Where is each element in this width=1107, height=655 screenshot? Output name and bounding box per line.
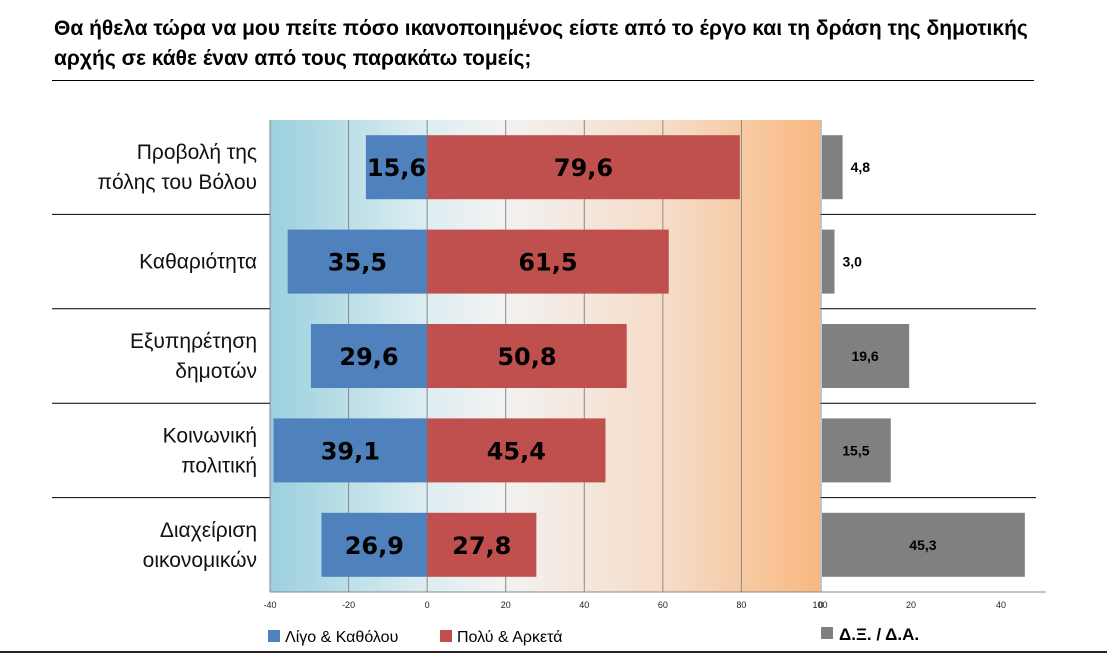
category-label: πολιτική [181, 454, 257, 477]
bar-poly-arketa [427, 418, 606, 483]
x-tick-label: 20 [501, 600, 511, 610]
bar-poly-arketa [427, 229, 669, 294]
bar-ligo-katholou [310, 324, 428, 388]
x-tick-label: 60 [658, 600, 668, 610]
x-tick-label: -20 [342, 600, 355, 610]
bar-poly-arketa [427, 512, 537, 577]
data-label-poly-arketa: 79,6 [554, 154, 613, 182]
bottom-divider [0, 651, 1107, 653]
bar-ligo-katholou [321, 512, 428, 577]
bar-ligo-katholou [287, 229, 428, 294]
category-label: Διαχείριση [160, 519, 257, 542]
data-label-ligo-katholou: 39,1 [321, 437, 380, 465]
right-x-tick-label: 0 [818, 600, 823, 610]
x-tick-label: 40 [579, 600, 589, 610]
bar-dk-na [822, 135, 843, 200]
category-label: Προβολή της [137, 141, 257, 164]
data-label-dk-na: 3,0 [843, 254, 863, 270]
data-label-ligo-katholou: 29,6 [339, 343, 398, 371]
bar-ligo-katholou [273, 418, 428, 483]
category-label: δημοτών [175, 360, 257, 383]
data-label-poly-arketa: 27,8 [452, 532, 511, 560]
data-label-ligo-katholou: 26,9 [345, 532, 404, 560]
category-label: Καθαριότητα [139, 251, 257, 274]
x-tick-label: 80 [736, 600, 746, 610]
data-label-dk-na: 45,3 [909, 537, 936, 553]
data-label-ligo-katholou: 15,6 [367, 154, 426, 182]
bar-dk-na [822, 418, 891, 483]
category-label: Εξυπηρέτηση [130, 330, 257, 353]
bar-dk-na [822, 229, 835, 294]
x-tick-label: -40 [263, 600, 276, 610]
category-label: πόλης του Βόλου [97, 171, 257, 194]
data-label-poly-arketa: 50,8 [497, 343, 556, 371]
right-x-tick-label: 20 [906, 600, 916, 610]
legend-label-dk-na: Δ.Ξ. / Δ.Α. [839, 625, 919, 644]
legend-swatch-ligo-katholou [268, 630, 280, 642]
data-label-dk-na: 4,8 [851, 159, 871, 175]
chart-title: Θα ήθελα τώρα να μου πείτε πόσο ικανοποι… [54, 17, 1028, 70]
x-tick-label: 100 [812, 600, 827, 610]
bar-poly-arketa [427, 324, 627, 388]
category-label: οικονομικών [143, 549, 257, 572]
data-label-poly-arketa: 45,4 [487, 437, 546, 465]
bar-dk-na [822, 512, 1025, 577]
legend-label-ligo-katholou: Λίγο & Καθόλου [285, 629, 398, 646]
right-x-tick-label: 40 [996, 600, 1006, 610]
legend-label-poly-arketa: Πολύ & Αρκετά [457, 629, 562, 646]
data-label-poly-arketa: 61,5 [518, 249, 577, 277]
title-divider [52, 80, 1034, 81]
bar-dk-na [822, 324, 910, 388]
legend-swatch-poly-arketa [440, 630, 452, 642]
bar-ligo-katholou [365, 135, 428, 200]
legend-swatch-dk-na [821, 627, 833, 639]
x-tick-label: 0 [425, 600, 430, 610]
bar-poly-arketa [427, 135, 740, 200]
data-label-ligo-katholou: 35,5 [328, 249, 387, 277]
data-label-dk-na: 19,6 [851, 348, 878, 364]
data-label-dk-na: 15,5 [842, 442, 869, 458]
category-label: Κοινωνική [163, 424, 257, 447]
